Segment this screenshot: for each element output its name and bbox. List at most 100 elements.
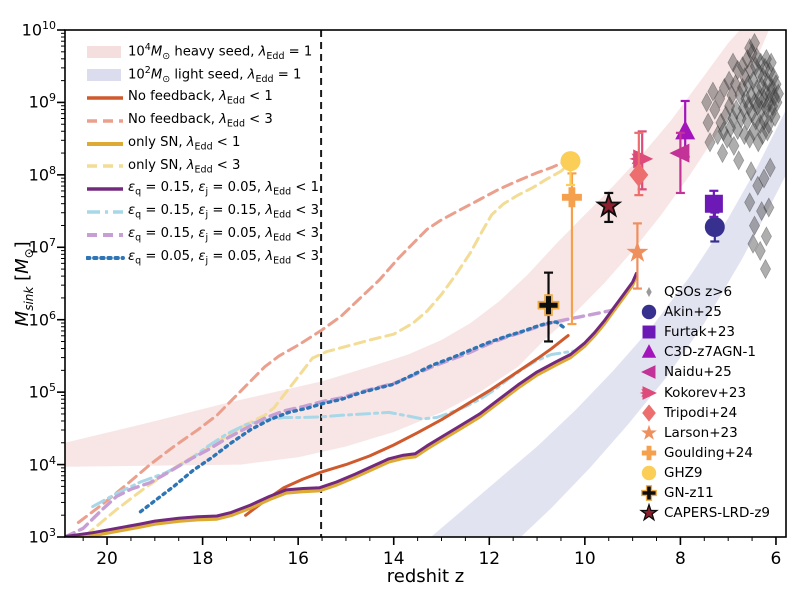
legend-item-furtak23: Furtak+23 [634,322,770,342]
legend-swatch [84,139,128,149]
qso-point [763,197,775,218]
qso-point [756,99,768,120]
qso-point [772,83,784,104]
qso-point [760,98,772,119]
legend-swatch [634,423,664,443]
qso-point [727,108,739,129]
qso-point [753,88,765,109]
qso-point [764,83,776,104]
x-tick-label: 20 [96,549,118,569]
legend-item-qso: QSOs z>6 [634,282,770,302]
qso-point [751,47,763,68]
legend-swatch [634,403,664,423]
legend-label: Larson+23 [664,424,738,441]
qso-point [750,110,762,131]
legend-swatch [84,253,128,263]
qso-point [730,99,742,120]
legend-label: Naidu+25 [664,364,732,381]
legend-item-only-sn-ledd1: only SN, λEdd < 1 [84,132,319,155]
datapoint-capers-lrd-z9 [595,191,623,224]
qso-point [736,56,749,77]
qso-point [736,77,749,99]
qso-point [729,74,741,95]
datapoint-naidu25 [669,131,690,195]
qso-point [744,37,756,59]
legend-item-only-sn-ledd3: only SN, λEdd < 3 [84,155,319,178]
legend-swatch [634,322,664,342]
legend-item-light-seed-band: 102M⊙ light seed, λEdd = 1 [84,64,319,87]
legend-marker-qso [646,287,652,298]
legend-item-eps-q05-j05-ledd3: εq = 0.05, εj = 0.05, λEdd < 3 [84,246,319,269]
legend-marker-goulding24 [641,445,657,460]
datapoint-gn-z11 [537,271,560,343]
legend-item-kokorev23: Kokorev+23 [634,382,770,402]
legend-swatch [84,207,128,217]
qso-point [707,81,719,102]
legend-label: Tripodi+24 [664,404,738,421]
qso-point [769,106,781,128]
y-tick-label: 107 [28,236,56,257]
legend-marker-ghz9 [641,465,657,481]
legend-label: Furtak+23 [664,324,736,341]
qso-point [718,77,730,99]
legend-marker-gn-z11 [641,485,657,501]
legend-item-naidu25: Naidu+25 [634,362,770,382]
legend-swatch [634,503,664,523]
qso-point [760,226,772,247]
qso-point [758,168,770,189]
legend-label: GHZ9 [664,464,703,481]
qso-point [741,48,753,70]
qso-point [753,63,765,84]
marker-goulding24 [561,187,582,208]
qso-point [733,150,745,171]
qso-point [744,128,756,149]
marker-naidu25 [669,143,690,163]
curve-only-sn-ledd1 [69,274,638,537]
qso-point [762,71,774,93]
legend-item-eps-q15-j05-ledd3: εq = 0.15, εj = 0.05, λEdd < 3 [84,223,319,246]
legend-marker-larson23 [641,424,657,440]
legend-marker-kokorev23 [639,385,657,400]
legend-label: GN-z11 [664,484,714,501]
y-tick-label: 106 [28,308,56,330]
qso-point [714,88,726,109]
curve-eps-q15-j05-ledd3 [65,306,623,537]
legend-item-larson23: Larson+23 [634,423,770,443]
legend-item-heavy-seed-band: 104M⊙ heavy seed, λEdd = 1 [84,41,319,64]
legend-label: 102M⊙ light seed, λEdd = 1 [128,65,302,86]
legend-label: Kokorev+23 [664,384,747,401]
legend-item-gn-z11: GN-z11 [634,483,770,503]
legend-label: CAPERS-LRD-z9 [664,505,770,522]
legend-item-eps-q15-j05-ledd1: εq = 0.15, εj = 0.05, λEdd < 1 [84,178,319,201]
qso-point [752,132,764,153]
qso-point [758,88,770,109]
legend-item-akin25: Akin+25 [634,302,770,322]
qso-point [748,92,761,113]
legend-label: εq = 0.15, εj = 0.05, λEdd < 3 [128,225,320,244]
marker-capers-lrd-z9 [595,191,623,218]
datapoint-tripodi24 [629,131,649,197]
legend-item-capers-lrd-z9: CAPERS-LRD-z9 [634,503,770,523]
x-tick-label: 16 [287,549,309,569]
qso-point [752,175,764,196]
legend-swatch [634,443,664,463]
qso-point [716,142,729,164]
marker-tripodi24 [629,162,649,187]
qso-point [721,128,733,149]
qso-point [702,112,714,133]
qso-point [738,124,750,146]
legend-item-c3d-z7agn-1: C3D-z7AGN-1 [634,342,770,362]
legend-swatch [84,116,128,126]
curve-no-feedback-ledd3 [76,161,565,524]
legend-swatch [634,342,664,362]
datapoint-ghz9 [560,151,581,187]
qso-point [745,85,757,106]
x-tick-label: 8 [675,549,686,569]
qso-point [701,92,713,113]
simulation-legend: 104M⊙ heavy seed, λEdd = 1 102M⊙ light se… [84,41,319,269]
qso-point [742,74,754,95]
legend-swatch [84,67,128,83]
qso-point [732,59,744,80]
x-tick-label: 10 [574,549,596,569]
